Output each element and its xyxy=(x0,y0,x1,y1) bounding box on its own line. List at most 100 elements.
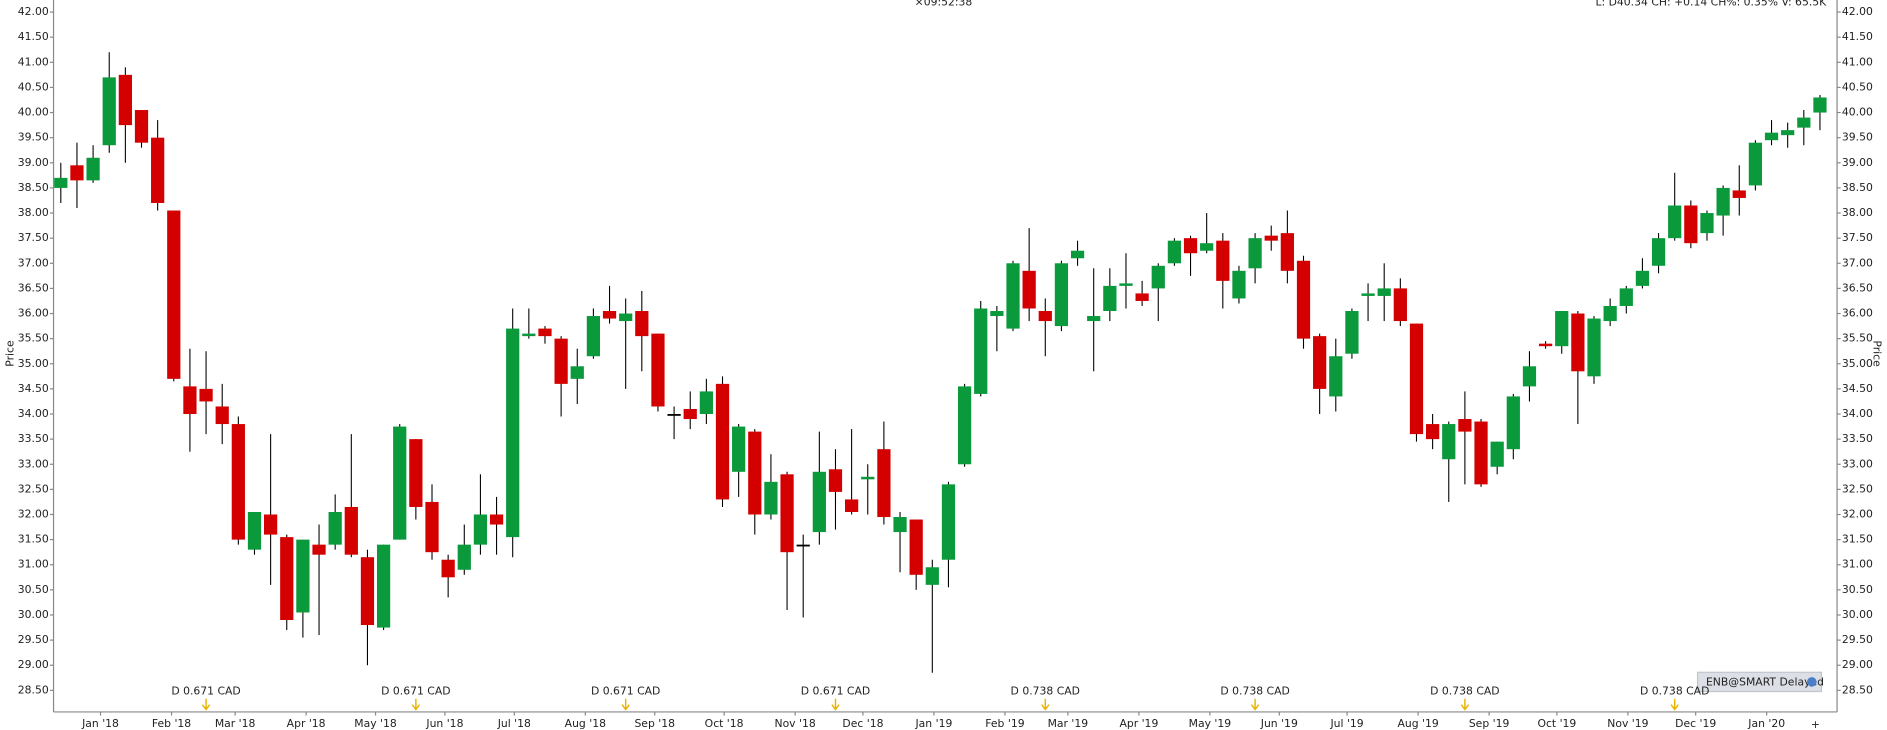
candle-body xyxy=(957,386,972,465)
y-tick-label: 35.00 xyxy=(18,357,49,370)
dividend-label: D 0.671 CAD xyxy=(591,685,660,698)
candle-body xyxy=(376,544,391,628)
y-tick-label: 28.50 xyxy=(18,683,49,696)
dividend-label: D 0.671 CAD xyxy=(171,685,240,698)
candle-body xyxy=(70,165,84,181)
y-tick-label: 31.50 xyxy=(18,533,49,546)
y-tick-label: 33.00 xyxy=(18,457,49,470)
y-tick-label: 38.00 xyxy=(18,206,49,219)
legend-box xyxy=(1696,671,1823,693)
candle-body xyxy=(764,481,778,515)
candle-body xyxy=(941,484,956,560)
candle-body xyxy=(828,469,843,492)
y-tick-label: 38.50 xyxy=(18,181,49,194)
candle-body xyxy=(1474,421,1488,485)
candle-body xyxy=(1587,318,1601,377)
candle-body xyxy=(183,386,197,415)
candle-body xyxy=(231,424,245,540)
y-tick-label: 39.00 xyxy=(18,156,49,169)
y-tick-label: 41.50 xyxy=(18,30,49,43)
candle-body xyxy=(1296,260,1311,339)
candle-body xyxy=(732,426,746,472)
y-tick-label-right: 34.50 xyxy=(1842,382,1873,395)
candle-body xyxy=(1716,187,1730,216)
status-quote: L: D40.34 CH: +0.14 CH%: 0.35% V: 65.5K xyxy=(1596,0,1828,8)
candle-body xyxy=(1748,142,1763,186)
y-tick-label: 37.50 xyxy=(18,231,49,244)
y-tick-label: 32.50 xyxy=(18,482,49,495)
candle-body xyxy=(1700,213,1714,234)
y-tick-label: 33.50 xyxy=(18,432,49,445)
y-tick-label: 40.00 xyxy=(18,106,49,119)
candle-body xyxy=(683,408,697,420)
candle-body xyxy=(1070,250,1085,259)
y-tick-label-right: 30.50 xyxy=(1842,583,1873,596)
candle-body xyxy=(619,313,633,322)
candle-body xyxy=(1183,238,1198,254)
y-tick-label-right: 30.00 xyxy=(1842,608,1873,621)
y-tick-label-right: 39.50 xyxy=(1842,131,1873,144)
candle-body xyxy=(1103,285,1117,312)
dividend-marker xyxy=(411,698,421,711)
candle-body xyxy=(1635,270,1650,286)
candle-body xyxy=(1668,205,1682,239)
candle-body xyxy=(1248,238,1262,269)
candle-body xyxy=(780,474,794,553)
candle-body xyxy=(1619,288,1633,306)
candle-body xyxy=(1490,441,1504,467)
candle-body xyxy=(393,426,407,540)
y-tick-label-right: 42.00 xyxy=(1842,5,1873,18)
candle-body xyxy=(54,177,68,188)
candle-body xyxy=(1764,132,1779,141)
candle-body xyxy=(167,210,181,379)
x-tick-label: Jun '18 xyxy=(425,717,463,730)
x-tick-label: Aug '19 xyxy=(1397,717,1438,730)
y-axis-label: Price xyxy=(3,340,16,367)
candle-body xyxy=(457,544,471,570)
y-tick-label-right: 36.50 xyxy=(1842,281,1873,294)
y-tick-label: 36.00 xyxy=(18,307,49,320)
dividend-label: D 0.738 CAD xyxy=(1220,685,1289,698)
candle-body xyxy=(1135,293,1149,301)
dividend-marker xyxy=(1250,698,1260,711)
x-tick-label: Mar '18 xyxy=(215,717,256,730)
status-time: ×09:52:38 xyxy=(915,0,973,8)
corner-icon: + xyxy=(1811,718,1820,730)
y-tick-label-right: 29.50 xyxy=(1842,633,1873,646)
x-tick-label: Apr '19 xyxy=(1119,717,1158,730)
x-tick-label: May '19 xyxy=(1189,717,1232,730)
x-tick-label: Jul '19 xyxy=(1329,717,1363,730)
dividend-marker xyxy=(831,698,840,711)
x-tick-label: Oct '19 xyxy=(1537,717,1576,730)
x-tick-label: Jan '18 xyxy=(81,717,119,730)
candle-body xyxy=(974,308,988,394)
candle-body xyxy=(925,567,939,585)
candle-body xyxy=(264,514,278,535)
y-tick-label: 32.00 xyxy=(18,508,49,521)
candle-body xyxy=(215,406,229,425)
candle-body xyxy=(489,514,504,525)
y-tick-label: 41.00 xyxy=(18,55,49,68)
candle-body xyxy=(1522,366,1537,387)
x-tick-label: Feb '19 xyxy=(985,717,1024,730)
candle-body xyxy=(441,559,455,578)
candle-body xyxy=(1167,240,1182,264)
dividend-label: D 0.738 CAD xyxy=(1011,685,1080,698)
y-tick-label-right: 41.00 xyxy=(1842,55,1873,68)
candle-body xyxy=(909,519,923,575)
candle-body xyxy=(1087,316,1101,322)
y-tick-label-right: 37.00 xyxy=(1842,256,1873,269)
x-tick-label: May '18 xyxy=(354,717,397,730)
y-tick-label: 30.50 xyxy=(18,583,49,596)
candle-body xyxy=(151,137,165,203)
candle-body xyxy=(570,366,584,379)
candle-body xyxy=(893,517,907,533)
candle-body xyxy=(1006,263,1020,329)
candle-body xyxy=(1313,336,1327,389)
x-tick-label: Sep '19 xyxy=(1469,717,1510,730)
candle-body xyxy=(1264,235,1278,241)
candle-body xyxy=(1377,288,1391,296)
candle-body xyxy=(1216,240,1230,281)
candle-body xyxy=(522,333,536,337)
y-tick-label-right: 36.00 xyxy=(1842,307,1873,320)
